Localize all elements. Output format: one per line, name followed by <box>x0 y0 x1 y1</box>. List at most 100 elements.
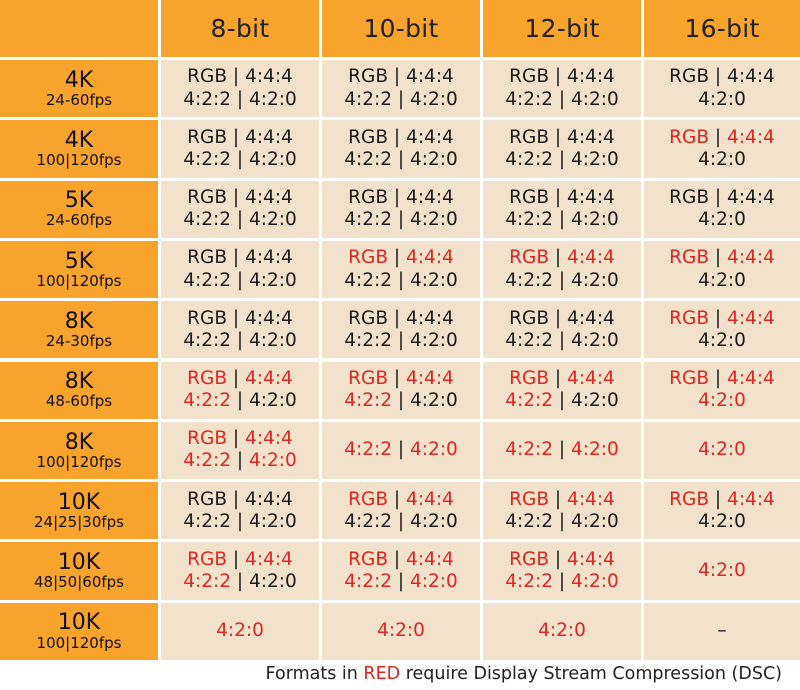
format-cell: 4:2:2 | 4:2:0 <box>322 421 480 480</box>
format-cell: RGB | 4:4:4 4:2:0 <box>644 60 800 118</box>
format-text: RGB | 4:4:4 <box>669 187 775 209</box>
format-line: 4:2:0 <box>698 511 746 533</box>
format-line: 4:2:2 | 4:2:0 <box>344 209 458 231</box>
footer-red-word: RED <box>363 664 401 684</box>
dsc-format-text: RGB <box>509 367 550 389</box>
row-header: 5K 100|120fps <box>0 240 158 299</box>
format-line: 4:2:2 | 4:2:0 <box>505 149 619 171</box>
dsc-format-text: 4:2:0 <box>698 559 746 581</box>
format-line: RGB | 4:4:4 <box>187 66 293 88</box>
format-cell: 4:2:2 | 4:2:0 <box>483 421 641 480</box>
dsc-format-text: 4:2:0 <box>216 620 264 642</box>
format-text: 4:2:2 | 4:2:0 <box>505 510 619 532</box>
dsc-format-text: 4:2:0 <box>698 390 746 412</box>
format-text: RGB | 4:4:4 <box>187 488 293 510</box>
format-line: RGB | 4:4:4 <box>348 66 454 88</box>
format-text: | <box>709 247 728 269</box>
dsc-format-text: RGB <box>669 307 710 329</box>
format-line: 4:2:2 | 4:2:0 <box>344 89 458 111</box>
dsc-format-text: 4:4:4 <box>727 307 775 329</box>
format-line: RGB | 4:4:4 <box>187 187 293 209</box>
dsc-format-text: 4:2:2 <box>505 571 553 593</box>
row-header: 10K 100|120fps <box>0 602 158 660</box>
format-cell: RGB | 4:4:4 4:2:2 | 4:2:0 <box>161 301 319 359</box>
dsc-format-text: RGB <box>187 428 228 450</box>
format-line: RGB | 4:4:4 <box>509 187 615 209</box>
footer-note: Formats in RED require Display Stream Co… <box>266 664 782 684</box>
row-resolution: 5K <box>64 248 94 274</box>
format-cell: RGB | 4:4:4 4:2:2 | 4:2:0 <box>483 542 641 600</box>
format-line: 4:2:2 | 4:2:0 <box>344 571 458 593</box>
format-line: 4:2:2 | 4:2:0 <box>344 149 458 171</box>
format-text: | <box>549 488 568 510</box>
row-framerate: 48|50|60fps <box>34 573 124 592</box>
row-header: 8K 100|120fps <box>0 421 158 480</box>
format-table: 8-bit 10-bit 12-bit 16-bit 4K 24-60fps RGB | 4… <box>0 0 800 660</box>
row-header: 5K 24-60fps <box>0 180 158 238</box>
format-line: RGB | 4:4:4 <box>187 489 293 511</box>
format-text: | <box>549 548 568 570</box>
format-cell: RGB | 4:4:4 4:2:2 | 4:2:0 <box>161 180 319 238</box>
format-text: 4:2:2 | 4:2:0 <box>505 209 619 231</box>
format-text: RGB | 4:4:4 <box>187 247 293 269</box>
format-line: 4:2:2 | 4:2:0 <box>344 511 458 533</box>
dsc-format-text: RGB <box>509 548 550 570</box>
format-cell: RGB | 4:4:4 4:2:2 | 4:2:0 <box>322 301 480 359</box>
format-cell: RGB | 4:4:4 4:2:2 | 4:2:0 <box>322 482 480 540</box>
format-cell: RGB | 4:4:4 4:2:2 | 4:2:0 <box>483 301 641 359</box>
format-text: 4:2:2 | 4:2:0 <box>505 88 619 110</box>
format-cell: 4:2:0 <box>322 602 480 660</box>
format-cell: RGB | 4:4:4 4:2:2 | 4:2:0 <box>322 60 480 118</box>
format-line: 4:2:2 | 4:2:0 <box>183 571 297 593</box>
format-line: 4:2:2 | 4:2:0 <box>505 571 619 593</box>
row-header: 8K 24-30fps <box>0 301 158 359</box>
format-line: 4:2:0 <box>698 560 746 582</box>
row-framerate: 100|120fps <box>36 151 122 170</box>
dsc-format-text: 4:2:0 <box>571 439 619 461</box>
dsc-format-text: RGB <box>348 488 389 510</box>
format-line: RGB | 4:4:4 <box>187 308 293 330</box>
dsc-format-text: 4:4:4 <box>245 548 293 570</box>
row-resolution: 10K <box>57 610 101 636</box>
dsc-format-text: 4:2:2 <box>344 390 392 412</box>
format-line: 4:2:0 <box>698 89 746 111</box>
format-line: RGB | 4:4:4 <box>669 368 775 390</box>
dsc-format-text: 4:4:4 <box>406 367 454 389</box>
dsc-format-text: 4:2:0 <box>538 620 586 642</box>
format-text: | <box>388 548 407 570</box>
format-text: | <box>709 307 728 329</box>
format-text: RGB | 4:4:4 <box>187 126 293 148</box>
format-cell: 4:2:0 <box>161 602 319 660</box>
format-cell: RGB | 4:4:4 4:2:2 | 4:2:0 <box>322 240 480 299</box>
format-text: 4:2:2 | 4:2:0 <box>344 269 458 291</box>
dsc-format-text: 4:4:4 <box>245 428 293 450</box>
dsc-format-text: RGB <box>348 247 389 269</box>
format-line: RGB | 4:4:4 <box>669 489 775 511</box>
format-line: 4:2:2 | 4:2:0 <box>183 330 297 352</box>
dsc-format-text: 4:4:4 <box>567 548 615 570</box>
format-line: – <box>717 620 726 642</box>
format-text: 4:2:0 <box>698 88 746 110</box>
dsc-format-text: 4:4:4 <box>727 126 775 148</box>
dsc-format-text: RGB <box>669 247 710 269</box>
format-cell: 4:2:0 <box>644 542 800 600</box>
row-framerate: 24-60fps <box>45 90 113 109</box>
format-line: 4:2:2 | 4:2:0 <box>505 89 619 111</box>
format-line: 4:2:2 | 4:2:0 <box>505 439 619 461</box>
dsc-format-text: 4:2:2 <box>505 439 553 461</box>
format-line: RGB | 4:4:4 <box>509 489 615 511</box>
format-text: | <box>388 367 407 389</box>
format-text: | <box>553 571 571 593</box>
format-cell: RGB | 4:4:4 4:2:0 <box>644 301 800 359</box>
dsc-format-text: 4:2:0 <box>249 450 297 472</box>
format-cell: RGB | 4:4:4 4:2:2 | 4:2:0 <box>161 120 319 178</box>
format-text: RGB | 4:4:4 <box>669 66 775 88</box>
format-line: RGB | 4:4:4 <box>187 127 293 149</box>
format-text: | <box>227 548 246 570</box>
format-cell: 4:2:0 <box>483 602 641 660</box>
dsc-format-text: 4:2:0 <box>377 620 425 642</box>
format-cell: RGB | 4:4:4 4:2:2 | 4:2:0 <box>483 361 641 419</box>
format-cell: RGB | 4:4:4 4:2:2 | 4:2:0 <box>161 361 319 419</box>
format-text: | <box>392 439 410 461</box>
format-text: 4:2:0 <box>698 510 746 532</box>
